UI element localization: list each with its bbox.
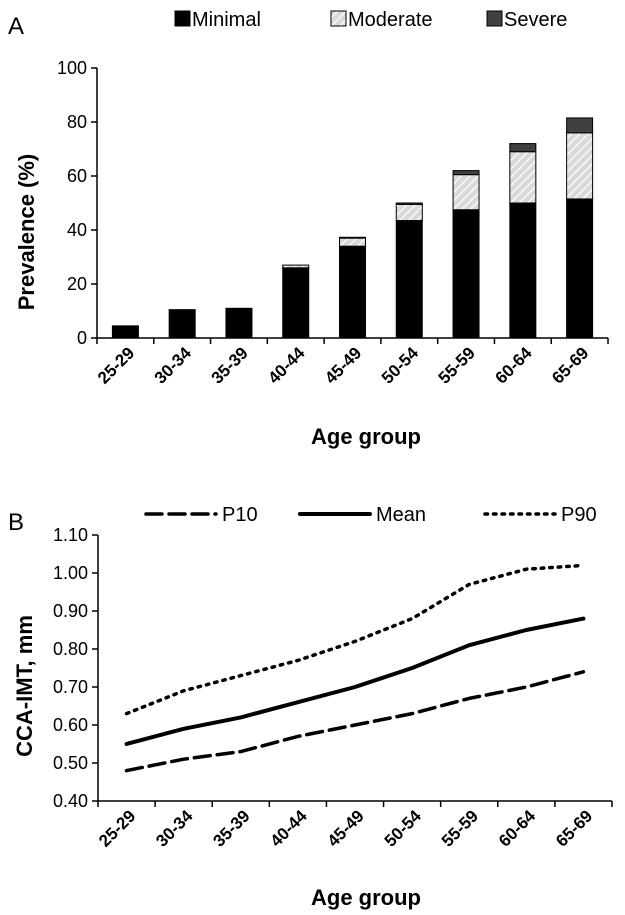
panel-b-x-axis-title: Age group (311, 885, 421, 910)
panel-a-x-tick-label: 30-34 (151, 343, 196, 388)
panel-b-x-tick-label: 55-59 (438, 806, 482, 850)
panel-a-bar-chart: A Minimal Moderate Severe 0 20 40 60 80 100 25-… (8, 9, 609, 449)
panel-a-x-tick-labels: 25-29 30-34 35-39 40-44 45-49 50-54 55-59 60-64… (94, 343, 592, 388)
panel-b-x-tick-label: 45-49 (324, 806, 368, 850)
panel-b-x-tick-label: 35-39 (209, 806, 253, 850)
bar-minimal-55-59 (452, 209, 480, 339)
legend-swatch-moderate (330, 10, 347, 27)
panel-b-line-chart: B P10 Mean P90 0.40 0.50 0.60 0.70 0.80 0.90 1.0… (8, 504, 613, 910)
panel-b-x-tick-label: 25-29 (95, 806, 139, 850)
panel-b-x-tick-label: 40-44 (267, 806, 312, 851)
panel-b-y-tick-label: 0.70 (53, 677, 88, 697)
bar-moderate-65-69 (566, 132, 594, 200)
panel-b-y-axis-title: CCA-IMT, mm (12, 615, 37, 757)
panel-b-x-tick-label: 50-54 (381, 806, 426, 851)
panel-a-y-tick-label: 80 (67, 112, 87, 132)
panel-b-y-tick-label: 0.60 (53, 715, 88, 735)
panel-a-x-tick-label: 45-49 (321, 343, 365, 387)
panel-a-y-tick-label: 60 (67, 166, 87, 186)
bar-minimal-40-44 (282, 267, 310, 339)
panel-a-x-tick-label: 35-39 (208, 343, 252, 387)
bar-minimal-60-64 (509, 202, 537, 339)
bar-severe-65-69 (566, 117, 594, 134)
panel-a-x-tick-label: 50-54 (378, 343, 423, 388)
legend-swatch-minimal (174, 10, 191, 27)
bar-minimal-25-29 (111, 325, 139, 339)
legend-label-p10: P10 (222, 504, 258, 526)
panel-a-y-tick-label: 0 (77, 328, 87, 348)
bar-severe-55-59 (452, 170, 480, 176)
panel-a-x-tick-label: 65-69 (548, 343, 592, 387)
bar-minimal-35-39 (225, 307, 253, 339)
panel-a-x-axis-title: Age group (311, 424, 421, 449)
bar-minimal-65-69 (566, 198, 594, 339)
panel-a-y-tick-label: 40 (67, 220, 87, 240)
panel-a-x-tick-label: 60-64 (491, 343, 536, 388)
panel-b-y-tick-label: 0.40 (53, 791, 88, 811)
panel-b-x-tick-label: 65-69 (552, 806, 596, 850)
panel-b-y-tick-label: 0.90 (53, 601, 88, 621)
panel-a-x-tick-label: 40-44 (264, 343, 309, 388)
panel-b-y-axis: 0.40 0.50 0.60 0.70 0.80 0.90 1.00 1.10 (53, 525, 613, 811)
bar-minimal-30-34 (168, 309, 196, 339)
legend-label-mean: Mean (376, 504, 426, 526)
line-mean (124, 616, 586, 746)
panel-a-x-tick-label: 55-59 (435, 343, 479, 387)
panel-b-letter: B (8, 509, 24, 536)
line-p10 (124, 670, 586, 773)
panel-b-x-tick-label: 30-34 (152, 806, 197, 851)
bar-moderate-55-59 (452, 174, 480, 211)
panel-a-legend: Minimal Moderate Severe (174, 9, 567, 31)
legend-label-minimal: Minimal (192, 9, 261, 31)
bar-severe-50-54 (395, 202, 423, 205)
legend-label-moderate: Moderate (348, 9, 433, 31)
panel-a-y-axis-title: Prevalence (%) (14, 154, 39, 311)
panel-a-letter: A (8, 13, 24, 40)
line-p90 (124, 563, 586, 716)
bar-minimal-45-49 (339, 245, 366, 339)
legend-swatch-severe (486, 10, 503, 27)
bar-moderate-50-54 (395, 203, 423, 222)
panel-b-x-tick-labels: 25-29 30-34 35-39 40-44 45-49 50-54 55-59 60-64… (95, 806, 596, 851)
panel-a-bars (111, 117, 594, 339)
bar-severe-45-49 (339, 236, 366, 239)
panel-b-y-tick-label: 0.80 (53, 639, 88, 659)
panel-b-y-tick-label: 1.00 (53, 563, 88, 583)
panel-b-y-tick-label: 0.50 (53, 753, 88, 773)
legend-label-p90: P90 (561, 504, 597, 526)
panel-b-legend: P10 Mean P90 (144, 504, 597, 526)
bar-minimal-50-54 (395, 220, 423, 339)
panel-a-y-tick-label: 100 (57, 58, 87, 78)
panel-b-y-tick-label: 1.10 (53, 525, 88, 545)
bar-moderate-60-64 (509, 151, 537, 204)
bar-severe-60-64 (509, 143, 537, 153)
panel-a-y-tick-label: 20 (67, 274, 87, 294)
bar-moderate-40-44 (282, 264, 310, 269)
panel-a-x-tick-label: 25-29 (94, 343, 138, 387)
panel-b-lines (124, 563, 586, 773)
panel-b-x-tick-label: 60-64 (495, 806, 540, 851)
legend-label-severe: Severe (504, 9, 567, 31)
bar-moderate-45-49 (339, 237, 366, 247)
